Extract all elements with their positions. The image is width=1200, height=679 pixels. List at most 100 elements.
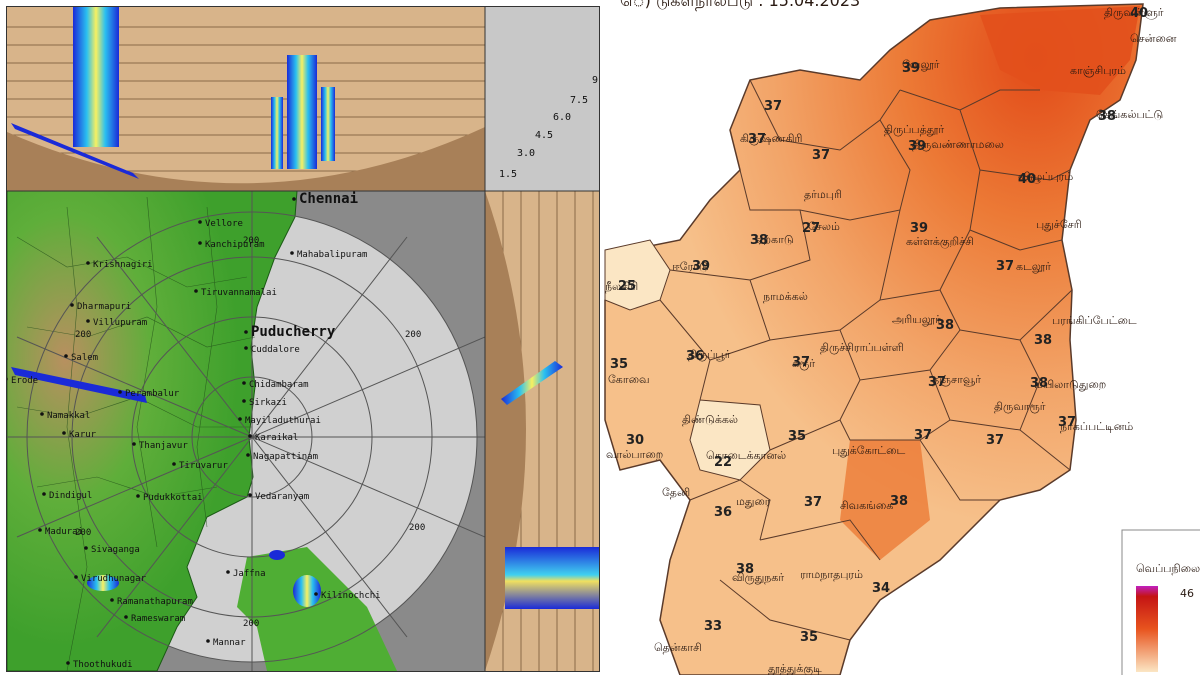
radar-place-label: Mannar [213,638,246,648]
district-temperature-label: 39 [908,139,926,154]
range-ring-label: 200 [243,236,259,246]
district: புதுக்கோட்டை 37 [832,428,932,457]
radar-place-label: Cuddalore [251,345,300,355]
echo-cell [293,575,321,607]
legend-max-label: 46 [1180,587,1194,600]
height-tick: 4.5 [535,130,553,141]
radar-place-label: Chennai [299,191,358,207]
range-ring-label: 200 [243,619,259,629]
district: திருவள்ளூர்40 [1104,6,1164,21]
district-temperature-label: 22 [714,455,732,470]
legend-title: வெப்பநிலை [1136,562,1200,575]
place-marker [64,354,68,358]
district-temperature-label: 39 [902,61,920,76]
echo-streak [11,367,147,403]
district: கிருஷ்ணகிரி37 [740,132,802,147]
district-name-label: புதுக்கோட்டை [832,444,906,457]
place-marker [172,462,176,466]
radar-place: Thanjavur [132,441,188,451]
district-temperature-label: 38 [890,494,908,509]
radar-place: Madurai [38,527,83,537]
district: சிவகங்கை38 [840,494,908,512]
district-name-label: வேலூர் [902,58,940,71]
radar-place: Cuddalore [244,345,300,355]
legend-color-ramp [1136,586,1158,672]
district: சேலம்27 [802,220,840,236]
radar-place-label: Karaikal [255,433,298,443]
radar-place: Virudhunagar [74,574,147,584]
district-temperature-label: 37 [748,132,766,147]
district: கோவை35 [608,357,650,386]
radar-place-label: Chidambaram [249,380,309,390]
top-cross-section [7,7,485,191]
radar-place: Sivaganga [84,545,140,555]
district-name-label: நாமக்கல் [763,290,808,303]
district-name-label: செங்கல்பட்டு [1096,108,1163,121]
height-tick: 1.5 [499,169,517,180]
right-cross-section [485,191,599,671]
place-marker [38,528,42,532]
district-temperature-label: 37 [914,428,932,443]
place-marker [70,303,74,307]
radar-place-label: Thanjavur [139,441,188,451]
radar-place: Ramanathapuram [110,597,193,607]
district: திருவண்ணாமலை39 [908,138,1004,154]
place-marker [226,570,230,574]
temperature-map-panel: ெ) டுகளநாலபடு : 15.04.2023 சென்னை திருவள்… [600,0,1200,679]
district: திருவாரூர் 37 [986,400,1046,448]
place-marker [110,598,114,602]
radar-place: Dindigul [42,491,92,501]
radar-place-label: Madurai [45,527,83,537]
radar-place: Pudukkottai [136,493,203,503]
radar-place: Vedaranyam [248,492,309,502]
district-name-label: நீலகிரி [605,280,638,293]
radar-place-label: Dharmapuri [77,302,131,312]
radar-place-label: Krishnagiri [93,260,153,270]
district-name-label: தஞ்சாவூர் [932,373,981,386]
temperature-map: ெ) டுகளநாலபடு : 15.04.2023 சென்னை திருவள்… [604,0,1200,679]
place-marker [86,319,90,323]
place-marker [198,241,202,245]
district-name-label: தூத்துக்குடி [768,662,822,675]
radar-place: Chidambaram [242,380,309,390]
district-temperature-label: 34 [872,581,890,596]
district: ஈரோடு39 [672,259,710,274]
district-name-label: காஞ்சிபுரம் [1070,64,1126,77]
radar-place-label: Mahabalipuram [297,250,367,260]
district-name-label: மயிலாடுதுறை [1034,378,1106,391]
radar-place: Karaikal [248,433,298,443]
radar-place-label: Pudukkottai [143,493,203,503]
place-marker [238,417,242,421]
radar-place: Jaffna [226,569,266,579]
height-tick: 3.0 [517,148,535,159]
district-name-label: திண்டுக்கல் [682,413,738,426]
radar-place-labels: Chennai Mahabalipuram Vellore Kanchipuram Kr… [4,191,381,670]
echo-streak [11,123,139,179]
district-name-label: கிருஷ்ணகிரி [740,132,802,145]
radar-place: Kilinochchi [314,591,381,601]
district-name-label: மதுரை [736,495,771,508]
district: கள்ளக்குறிச்சி39 [906,221,974,250]
district-temperature-label: 38 [1034,333,1052,348]
district-boundaries [659,79,1073,641]
radar-place-label: Sivaganga [91,545,140,555]
district-temperature-label: 37 [1058,415,1076,430]
echo-cell [87,575,119,591]
district-name-label: விருதுநகர் [732,571,784,584]
map-title: ெ) டுகளநாலபடு : 15.04.2023 [620,0,860,10]
radar-place-label: Vellore [205,219,243,229]
radar-place: Puducherry [244,324,336,340]
district: விருதுநகர்38 [732,562,784,584]
place-marker [40,412,44,416]
district-temperature-label: 36 [714,505,732,520]
radar-place-label: Thoothukudi [73,660,133,670]
height-scale: 9 7.5 6.0 4.5 3.0 1.5 [485,7,599,191]
district: சென்னை [1130,32,1177,45]
radar-place: Mahabalipuram [290,250,367,260]
place-marker [124,615,128,619]
district: தேனி 36 [662,486,732,520]
radar-place-label: Dindigul [49,491,92,501]
district-temperature-label: 37 [792,355,810,370]
echo-column [271,97,283,169]
radar-place-label: Namakkal [47,411,90,421]
